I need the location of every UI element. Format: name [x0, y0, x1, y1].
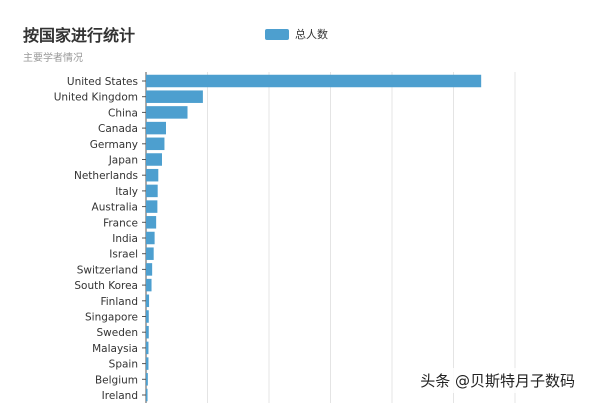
bar[interactable] [146, 216, 157, 229]
chart-subtitle: 主要学者情况 [23, 53, 83, 64]
legend[interactable]: 总人数 [265, 26, 328, 42]
bar[interactable] [146, 373, 148, 386]
grid-layer [142, 72, 516, 403]
category-label: Germany [90, 139, 138, 151]
category-label: Ireland [102, 390, 138, 402]
legend-swatch [265, 28, 289, 40]
bar[interactable] [146, 200, 158, 213]
bar[interactable] [146, 231, 155, 245]
category-label: Japan [108, 155, 138, 167]
category-label: Italy [115, 186, 138, 198]
bar[interactable] [146, 294, 150, 308]
bar[interactable] [146, 388, 148, 402]
bars-layer [146, 74, 482, 402]
category-label: Malaysia [92, 343, 138, 355]
bar[interactable] [146, 357, 149, 370]
category-label: France [103, 217, 138, 229]
bar[interactable] [146, 74, 482, 88]
bar[interactable] [146, 90, 203, 103]
category-label: United Kingdom [54, 92, 138, 104]
bar[interactable] [146, 341, 149, 355]
bar[interactable] [146, 263, 153, 276]
bar[interactable] [146, 247, 154, 260]
category-label: Australia [92, 202, 138, 214]
category-label: Spain [109, 359, 138, 371]
legend-label: 总人数 [295, 28, 328, 41]
category-labels: United States United Kingdom China Canada Ge… [54, 76, 138, 402]
category-label: Israel [109, 249, 138, 261]
category-label: United States [67, 76, 138, 88]
watermark: 头条 @贝斯特月子数码 [416, 368, 579, 393]
category-label: Sweden [97, 327, 139, 339]
category-label: Switzerland [77, 264, 138, 276]
bar[interactable] [146, 168, 159, 182]
category-label: Finland [100, 296, 138, 308]
bar[interactable] [146, 310, 149, 323]
category-label: Netherlands [74, 170, 138, 182]
bar[interactable] [146, 184, 158, 198]
bar[interactable] [146, 121, 166, 135]
category-label: India [112, 233, 138, 245]
category-label: Belgium [95, 374, 138, 386]
bar[interactable] [146, 153, 162, 166]
bar[interactable] [146, 106, 188, 119]
category-label: South Korea [74, 280, 138, 292]
chart-title: 按国家进行统计 [23, 26, 136, 45]
bar[interactable] [146, 137, 165, 151]
category-label: China [108, 107, 138, 119]
category-label: Canada [98, 123, 138, 135]
bar[interactable] [146, 278, 152, 292]
bar[interactable] [146, 325, 149, 339]
category-label: Singapore [85, 312, 138, 324]
